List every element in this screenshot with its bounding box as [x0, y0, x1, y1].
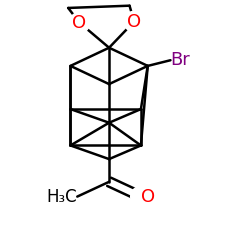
- Circle shape: [131, 186, 151, 207]
- Text: O: O: [127, 12, 141, 30]
- Circle shape: [69, 12, 90, 33]
- Text: Br: Br: [170, 51, 190, 69]
- Text: O: O: [141, 188, 155, 206]
- Circle shape: [124, 11, 144, 32]
- Text: O: O: [72, 14, 86, 32]
- Text: H₃C: H₃C: [47, 188, 77, 206]
